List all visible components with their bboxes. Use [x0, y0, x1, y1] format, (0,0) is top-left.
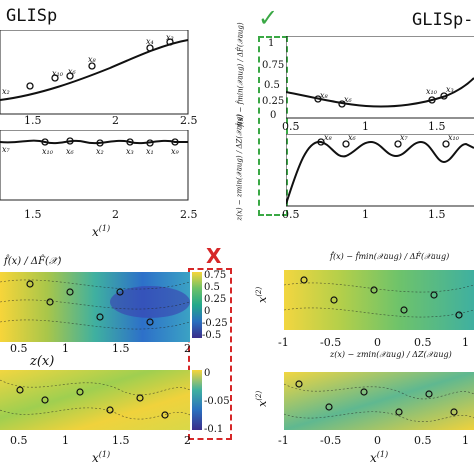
br-xtick2-b: -0.5 — [320, 434, 342, 447]
cb2-t2: -0.1 — [204, 424, 224, 435]
glisp-r-upper-plot: x₈ x₆ x₁₀ x₃ — [286, 36, 474, 119]
heatmap-z-aug — [284, 372, 474, 430]
cb1-t3: 0 — [204, 306, 211, 317]
glisp-r-lower-curve — [286, 140, 474, 205]
br-xtick2-e: 1 — [462, 434, 469, 447]
br-xtick1-a: -1 — [278, 336, 289, 349]
svg-text:x₆: x₆ — [348, 134, 357, 142]
red-dashed-box — [188, 268, 232, 440]
svg-text:x₇: x₇ — [400, 134, 409, 142]
svg-text:x₁₀: x₁₀ — [42, 147, 54, 156]
glisp-upper-plot: x₂ x₁₀ x₆ x₈ x₄ x₃ — [0, 30, 189, 115]
cb1-t4: -0.25 — [202, 318, 228, 329]
glisp-lower-plot: x₇ x₁₀ x₆ x₂ x₃ x₁ x₉ — [0, 130, 189, 201]
svg-text:x₁₀: x₁₀ — [448, 134, 460, 142]
bl-xlabel: x(1) — [92, 450, 111, 465]
right-ytick-05: 0.5 — [264, 80, 280, 91]
br-xtick1-b: -0.5 — [320, 336, 342, 349]
glisp-xlabel: x(1) — [92, 224, 111, 239]
green-dashed-box — [258, 36, 288, 216]
bl-xtick1-c: 1.5 — [112, 342, 130, 355]
heatmap-z — [0, 370, 190, 430]
right-ytick-1: 1 — [268, 38, 275, 49]
br-ylabel-upper: x(2) — [255, 286, 269, 303]
svg-text:x₄: x₄ — [146, 37, 154, 46]
tick-lower-x-1: 1.5 — [24, 208, 42, 221]
cb1-t0: 0.75 — [204, 270, 227, 281]
tick-top-x-3: 2.5 — [180, 114, 198, 127]
right-lower-xtick-2: 1 — [362, 208, 369, 221]
bl-xtick2-d: 2 — [184, 434, 191, 447]
tick-lower-x-3: 2.5 — [180, 208, 198, 221]
svg-text:x₃: x₃ — [166, 33, 174, 42]
tick-top-x-1: 1.5 — [24, 114, 42, 127]
title-glisp-r: GLISp-r — [412, 10, 474, 30]
title-glisp: GLISp — [6, 6, 58, 26]
colorbar-fhat — [192, 272, 202, 338]
br-xtick1-d: 0.5 — [414, 336, 432, 349]
fhat-aug-label: f̂(x) − f̂min(𝒳aug) / ΔF̂(𝒳aug) — [330, 252, 450, 261]
svg-text:x₈: x₈ — [320, 91, 329, 100]
right-top-xtick-1: 0.5 — [282, 120, 300, 133]
glisp-upper-curve — [0, 39, 189, 101]
right-ytick-075: 0.75 — [262, 60, 285, 71]
br-xtick1-c: 0 — [374, 336, 381, 349]
right-lower-xtick-1: 0.5 — [282, 208, 300, 221]
tick-lower-x-2: 2 — [112, 208, 119, 221]
z-label: z(x) — [30, 354, 55, 369]
colorbar-z — [192, 370, 202, 430]
svg-text:x₂: x₂ — [96, 147, 104, 156]
tick-top-x-2: 2 — [112, 114, 119, 127]
svg-text:x₁: x₁ — [146, 147, 154, 156]
br-xtick1-e: 1 — [462, 336, 469, 349]
br-ylabel-lower: x(2) — [255, 390, 269, 407]
bl-xtick1-a: 0.5 — [10, 342, 28, 355]
br-xtick2-d: 0.5 — [414, 434, 432, 447]
svg-text:x₆: x₆ — [68, 67, 77, 76]
glisp-lower-curve — [0, 139, 188, 145]
cb1-t1: 0.5 — [204, 282, 220, 293]
bl-xtick1-d: 2 — [184, 342, 191, 355]
z-aug-label: z(x) − zmin(𝒳aug) / ΔZ(𝒳aug) — [330, 350, 452, 359]
right-ytick-0: 0 — [270, 110, 277, 121]
right-lower-ylabel: z(x) − zmin(𝒳aug) / ΔZ(𝒳aug) — [235, 113, 244, 221]
svg-text:x₁₀: x₁₀ — [52, 69, 64, 78]
br-xtick2-c: 0 — [374, 434, 381, 447]
bl-xtick2-a: 0.5 — [10, 434, 28, 447]
heatmap-fhat-aug — [284, 270, 474, 330]
svg-text:x₆: x₆ — [66, 147, 75, 156]
right-top-xtick-2: 1 — [362, 120, 369, 133]
cb1-t2: 0.25 — [204, 294, 227, 305]
svg-text:x₈: x₈ — [324, 134, 333, 142]
svg-text:x₇: x₇ — [2, 145, 11, 154]
br-xlabel: x(1) — [370, 450, 389, 465]
svg-text:x₁₀: x₁₀ — [426, 87, 438, 96]
check-mark: ✓ — [258, 4, 279, 32]
bl-xtick2-c: 1.5 — [112, 434, 130, 447]
svg-text:x₃: x₃ — [446, 85, 454, 94]
br-xtick2-a: -1 — [278, 434, 289, 447]
fhat-norm-label: f̂(x) / ΔF̂(𝒳) — [4, 256, 62, 267]
svg-text:x₂: x₂ — [2, 87, 10, 96]
svg-text:x₉: x₉ — [171, 147, 180, 156]
svg-text:x₃: x₃ — [126, 147, 134, 156]
bl-xtick2-b: 1 — [62, 434, 69, 447]
bl-xtick1-b: 1 — [62, 342, 69, 355]
cb2-t0: 0 — [204, 368, 211, 379]
svg-text:x₈: x₈ — [88, 55, 97, 64]
glisp-r-lower-plot: x₈ x₆ x₇ x₁₀ — [286, 134, 474, 207]
cross-mark: X — [206, 244, 222, 268]
svg-text:x₆: x₆ — [344, 95, 353, 104]
right-top-xtick-3: 1.5 — [428, 120, 446, 133]
cb1-t5: -0.5 — [202, 330, 222, 341]
right-lower-xtick-3: 1.5 — [428, 208, 446, 221]
glisp-r-upper-curve — [286, 77, 474, 108]
heatmap-fhat — [0, 272, 190, 342]
right-ytick-025: 0.25 — [262, 96, 285, 107]
cb2-t1: -0.05 — [204, 396, 230, 407]
